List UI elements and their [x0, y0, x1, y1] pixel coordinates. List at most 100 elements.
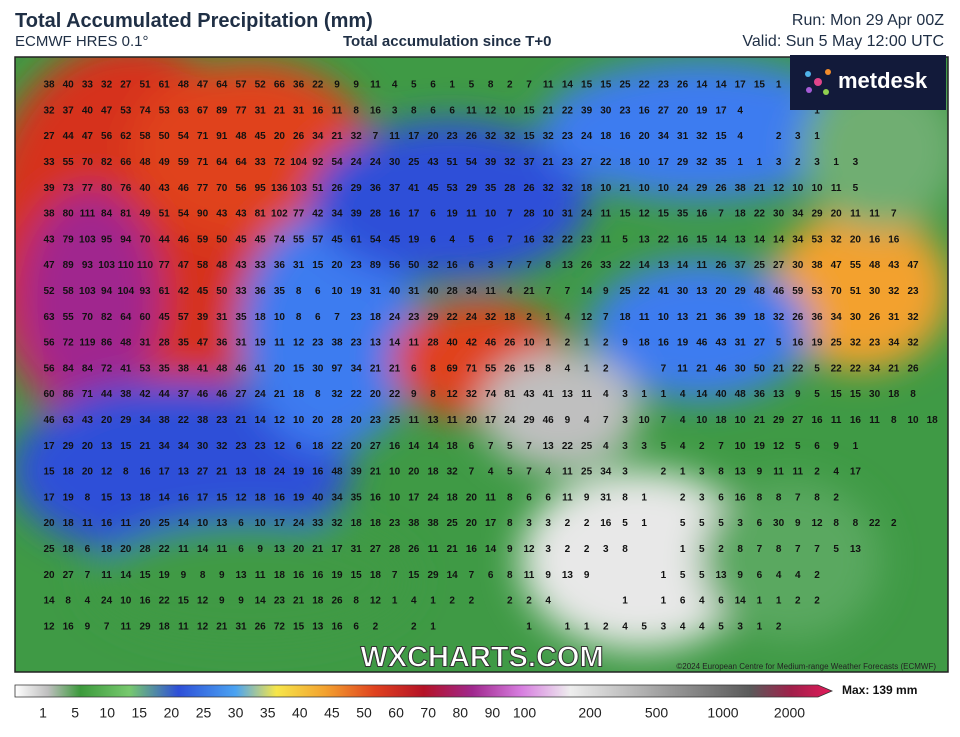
- grid-value: 8: [65, 596, 71, 607]
- grid-value: 84: [82, 363, 94, 374]
- grid-value: 1: [584, 363, 590, 374]
- grid-value: 20: [466, 415, 478, 426]
- grid-value: 33: [255, 260, 267, 271]
- grid-value: 32: [331, 518, 343, 529]
- grid-value: 104: [290, 157, 307, 168]
- grid-value: 11: [485, 492, 496, 503]
- grid-value: 11: [389, 131, 400, 142]
- grid-value: 11: [524, 570, 535, 581]
- grid-value: 15: [139, 570, 151, 581]
- grid-value: 5: [814, 363, 820, 374]
- grid-value: 32: [466, 389, 478, 400]
- grid-value: 10: [274, 312, 286, 323]
- grid-value: 6: [315, 312, 321, 323]
- grid-value: 48: [869, 260, 881, 271]
- grid-value: 5: [795, 441, 801, 452]
- grid-value: 28: [427, 338, 439, 349]
- grid-value: 18: [351, 518, 363, 529]
- grid-value: 11: [677, 363, 688, 374]
- grid-value: 24: [504, 415, 516, 426]
- grid-value: 72: [101, 363, 113, 374]
- grid-value: 20: [831, 209, 843, 220]
- grid-value: 46: [715, 363, 727, 374]
- grid-value: 21: [139, 441, 151, 452]
- legend-label: 40: [292, 705, 308, 721]
- grid-value: 31: [235, 338, 247, 349]
- grid-value: 10: [658, 312, 670, 323]
- grid-value: 18: [159, 621, 171, 632]
- grid-value: 1: [661, 570, 667, 581]
- legend-label: 200: [578, 705, 602, 721]
- grid-value: 44: [159, 234, 171, 245]
- grid-value: 16: [312, 570, 324, 581]
- grid-value: 5: [507, 467, 513, 478]
- grid-value: 9: [757, 467, 763, 478]
- grid-value: 15: [696, 234, 708, 245]
- grid-value: 13: [235, 467, 247, 478]
- grid-value: 53: [120, 105, 132, 116]
- grid-value: 13: [735, 234, 747, 245]
- grid-value: 89: [216, 105, 228, 116]
- grid-value: 6: [469, 441, 475, 452]
- grid-value: 56: [389, 260, 401, 271]
- grid-value: 26: [792, 312, 804, 323]
- grid-value: 26: [869, 312, 881, 323]
- grid-value: 95: [255, 183, 267, 194]
- grid-value: 39: [197, 312, 209, 323]
- grid-value: 20: [331, 260, 343, 271]
- grid-value: 39: [43, 183, 55, 194]
- grid-value: 77: [293, 209, 305, 220]
- grid-value: 64: [235, 157, 247, 168]
- grid-value: 17: [715, 105, 727, 116]
- grid-value: 9: [507, 544, 513, 555]
- grid-value: 77: [159, 260, 171, 271]
- grid-value: 23: [351, 260, 363, 271]
- grid-value: 16: [639, 105, 651, 116]
- legend-label: 50: [356, 705, 372, 721]
- legend-label: 35: [260, 705, 276, 721]
- grid-value: 33: [235, 286, 247, 297]
- grid-value: 28: [159, 338, 171, 349]
- grid-value: 71: [466, 363, 478, 374]
- grid-value: 28: [370, 209, 382, 220]
- grid-value: 27: [235, 389, 247, 400]
- grid-value: 24: [101, 596, 113, 607]
- grid-value: 53: [139, 363, 151, 374]
- grid-value: 23: [562, 157, 574, 168]
- grid-value: 2: [891, 518, 897, 529]
- grid-value: 51: [850, 286, 862, 297]
- grid-value: 43: [235, 260, 247, 271]
- grid-value: 6: [238, 544, 244, 555]
- grid-value: 22: [351, 389, 363, 400]
- grid-value: 3: [392, 105, 398, 116]
- grid-value: 27: [43, 131, 55, 142]
- grid-value: 2: [603, 363, 609, 374]
- grid-value: 48: [216, 363, 228, 374]
- logo-mark: [805, 69, 831, 95]
- grid-value: 16: [139, 467, 151, 478]
- grid-value: 12: [811, 518, 823, 529]
- grid-value: 1: [449, 80, 455, 91]
- grid-value: 38: [735, 183, 747, 194]
- grid-value: 9: [257, 544, 263, 555]
- grid-value: 5: [699, 518, 705, 529]
- grid-value: 20: [43, 570, 55, 581]
- grid-value: 17: [43, 492, 55, 503]
- grid-value: 26: [466, 131, 478, 142]
- grid-value: 38: [408, 518, 420, 529]
- grid-value: 58: [197, 260, 209, 271]
- grid-value: 12: [101, 467, 113, 478]
- grid-value: 50: [754, 363, 766, 374]
- grid-value: 20: [677, 105, 689, 116]
- grid-value: 34: [888, 338, 900, 349]
- grid-value: 23: [255, 441, 267, 452]
- grid-value: 16: [523, 234, 535, 245]
- grid-value: 21: [523, 286, 535, 297]
- grid-value: 20: [351, 441, 363, 452]
- grid-value: 30: [869, 389, 881, 400]
- grid-value: 2: [603, 621, 609, 632]
- grid-value: 16: [389, 209, 401, 220]
- grid-value: 34: [792, 209, 804, 220]
- grid-value: 14: [754, 234, 766, 245]
- model: ECMWF HRES 0.1°: [15, 33, 149, 50]
